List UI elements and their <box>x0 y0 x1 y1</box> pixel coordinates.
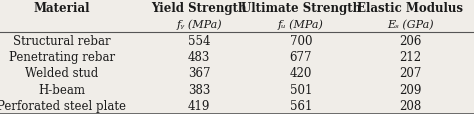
Text: Welded stud: Welded stud <box>25 67 98 80</box>
Text: fᵧ (MPa): fᵧ (MPa) <box>176 19 222 30</box>
Text: 367: 367 <box>188 67 210 80</box>
Text: 209: 209 <box>399 83 421 96</box>
Text: Yield Strength: Yield Strength <box>151 2 247 15</box>
Text: Penetrating rebar: Penetrating rebar <box>9 51 115 63</box>
Text: Perforated steel plate: Perforated steel plate <box>0 99 126 112</box>
Text: fᵤ (MPa): fᵤ (MPa) <box>278 19 324 30</box>
Text: 561: 561 <box>290 99 312 112</box>
Text: 419: 419 <box>188 99 210 112</box>
Text: Ultimate Strength: Ultimate Strength <box>241 2 361 15</box>
Text: 501: 501 <box>290 83 312 96</box>
Text: 677: 677 <box>290 51 312 63</box>
Text: 420: 420 <box>290 67 312 80</box>
Text: H-beam: H-beam <box>38 83 85 96</box>
Text: 212: 212 <box>399 51 421 63</box>
Text: 383: 383 <box>188 83 210 96</box>
Text: Material: Material <box>33 2 90 15</box>
Text: 554: 554 <box>188 34 210 47</box>
Text: 206: 206 <box>399 34 421 47</box>
Text: 700: 700 <box>290 34 312 47</box>
Text: 207: 207 <box>399 67 421 80</box>
Text: Structural rebar: Structural rebar <box>13 34 110 47</box>
Text: 483: 483 <box>188 51 210 63</box>
Text: Elastic Modulus: Elastic Modulus <box>357 2 463 15</box>
Text: Eₛ (GPa): Eₛ (GPa) <box>387 19 433 30</box>
Text: 208: 208 <box>399 99 421 112</box>
